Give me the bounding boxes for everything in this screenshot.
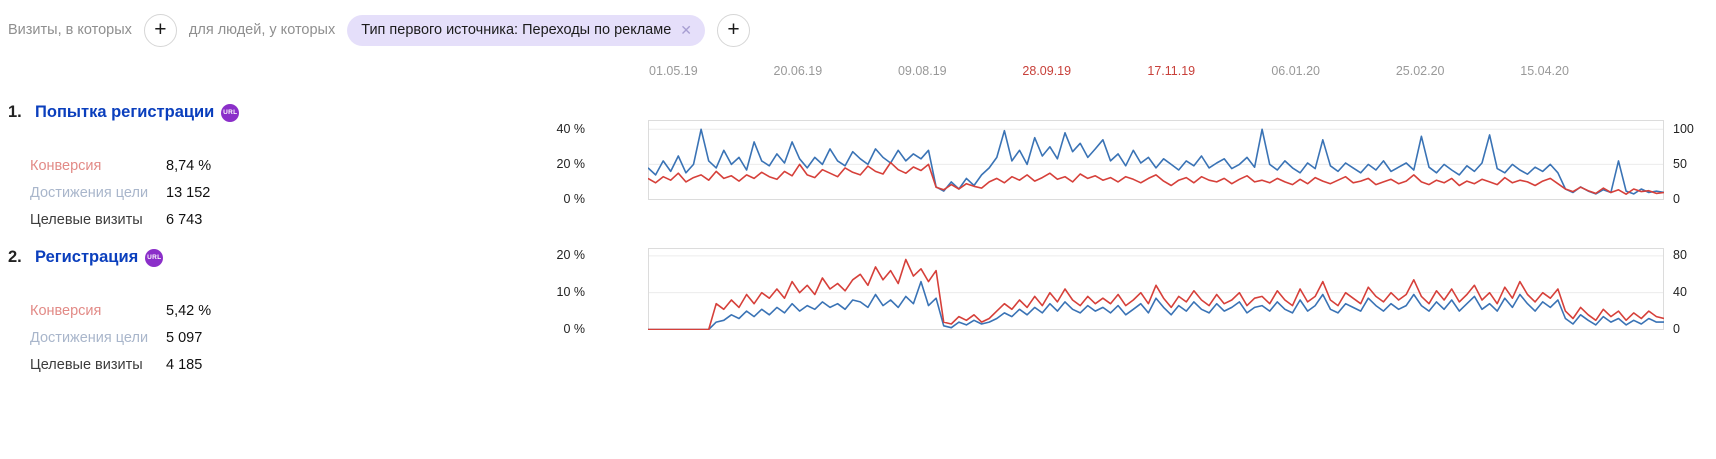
users-scope-label: для людей, у которых <box>188 22 336 38</box>
goal2-left-axis: 0 % 10 % 20 % <box>470 248 586 336</box>
y-axis-label-right: 0 <box>1673 322 1680 336</box>
goal2-chart[interactable] <box>648 248 1664 330</box>
url-goal-badge-icon: URL <box>145 248 164 267</box>
stat-value: 5,42 % <box>166 302 212 319</box>
x-tick-label: 01.05.19 <box>649 64 698 78</box>
filter-chip-first-source-type[interactable]: Тип первого источника: Переходы по рекла… <box>347 14 705 46</box>
plot-border <box>648 120 1664 200</box>
goal-number: 2. <box>8 248 22 266</box>
stat-label: Достижения цели <box>30 184 149 201</box>
goal-title-link[interactable]: Регистрация <box>35 248 139 266</box>
x-tick-label: 09.08.19 <box>897 64 947 78</box>
y-axis-label-left: 40 % <box>556 121 586 136</box>
plus-icon: + <box>727 17 740 41</box>
goal-panel-2: 2. Регистрация URL Конверсия 5,42 % Дост… <box>8 248 508 378</box>
x-tick-label: 17.11.19 <box>1147 64 1196 78</box>
y-axis-label-right: 100 <box>1673 121 1694 136</box>
goal1-reaches-line <box>648 128 1664 195</box>
goal1-left-axis: 0 % 20 % 40 % <box>470 120 586 206</box>
stat-row-goal-reaches: Достижения цели 13 152 <box>30 179 508 206</box>
add-visit-filter-button[interactable]: + <box>143 13 177 47</box>
plot-border <box>648 248 1664 330</box>
goal-panel-1: 1. Попытка регистрации URL Конверсия 8,7… <box>8 103 508 233</box>
stat-label: Достижения цели <box>30 329 149 346</box>
y-axis-label-left: 0 % <box>563 192 585 206</box>
plus-icon: + <box>154 17 167 41</box>
y-axis-label-left: 20 % <box>556 156 586 171</box>
stat-label: Целевые визиты <box>30 211 143 228</box>
filter-chip-label: Тип первого источника: Переходы по рекла… <box>361 21 672 38</box>
stat-label: Конверсия <box>30 302 102 319</box>
y-axis-label-right: 80 <box>1673 248 1687 263</box>
url-goal-badge-icon: URL <box>221 103 240 122</box>
y-axis-label-left: 0 % <box>563 322 585 336</box>
goal1-conversion-line <box>648 161 1664 195</box>
stat-label: Конверсия <box>30 157 102 174</box>
stat-row-goal-reaches: Достижения цели 5 097 <box>30 324 508 351</box>
chart-canvas <box>648 120 1664 200</box>
add-user-filter-button[interactable]: + <box>717 13 750 47</box>
stat-value: 4 185 <box>166 356 203 373</box>
stat-value: 8,74 % <box>166 157 212 174</box>
stat-label: Целевые визиты <box>30 356 143 373</box>
y-axis-label-left: 10 % <box>556 285 586 300</box>
goal2-right-axis: 0 40 80 <box>1673 248 1715 336</box>
goal1-right-axis: 0 50 100 <box>1673 120 1715 206</box>
goal-title-link[interactable]: Попытка регистрации <box>35 103 215 121</box>
stat-value: 13 152 <box>166 184 211 201</box>
y-axis-label-right: 0 <box>1673 192 1680 206</box>
date-axis: 01.05.19 20.06.19 09.08.19 28.09.19 17.11.19… <box>648 64 1664 80</box>
stat-value: 6 743 <box>166 211 203 228</box>
y-axis-label-right: 50 <box>1673 156 1687 171</box>
chart-canvas <box>648 248 1664 330</box>
filter-bar: Визиты, в которых + для людей, у которых… <box>8 13 750 47</box>
stat-value: 5 097 <box>166 329 203 346</box>
visits-scope-label: Визиты, в которых <box>8 22 132 38</box>
x-tick-label: 28.09.19 <box>1022 64 1072 78</box>
x-tick-label: 06.01.20 <box>1271 64 1321 78</box>
stat-row-target-visits: Целевые визиты 6 743 <box>30 206 508 233</box>
y-axis-label-left: 20 % <box>556 248 586 263</box>
stat-row-conversion: Конверсия 8,74 % <box>30 152 508 179</box>
remove-filter-icon[interactable]: ✕ <box>680 21 692 38</box>
x-tick-label: 20.06.19 <box>773 64 823 78</box>
goal-number: 1. <box>8 103 22 121</box>
x-tick-label: 25.02.20 <box>1395 64 1445 78</box>
y-axis-label-right: 40 <box>1673 285 1687 300</box>
x-tick-label: 15.04.20 <box>1520 64 1569 78</box>
stat-row-target-visits: Целевые визиты 4 185 <box>30 351 508 378</box>
goal2-conversion-line <box>648 258 1664 330</box>
stat-row-conversion: Конверсия 5,42 % <box>30 297 508 324</box>
goal1-chart[interactable] <box>648 120 1664 200</box>
goal2-reaches-line <box>648 280 1664 330</box>
